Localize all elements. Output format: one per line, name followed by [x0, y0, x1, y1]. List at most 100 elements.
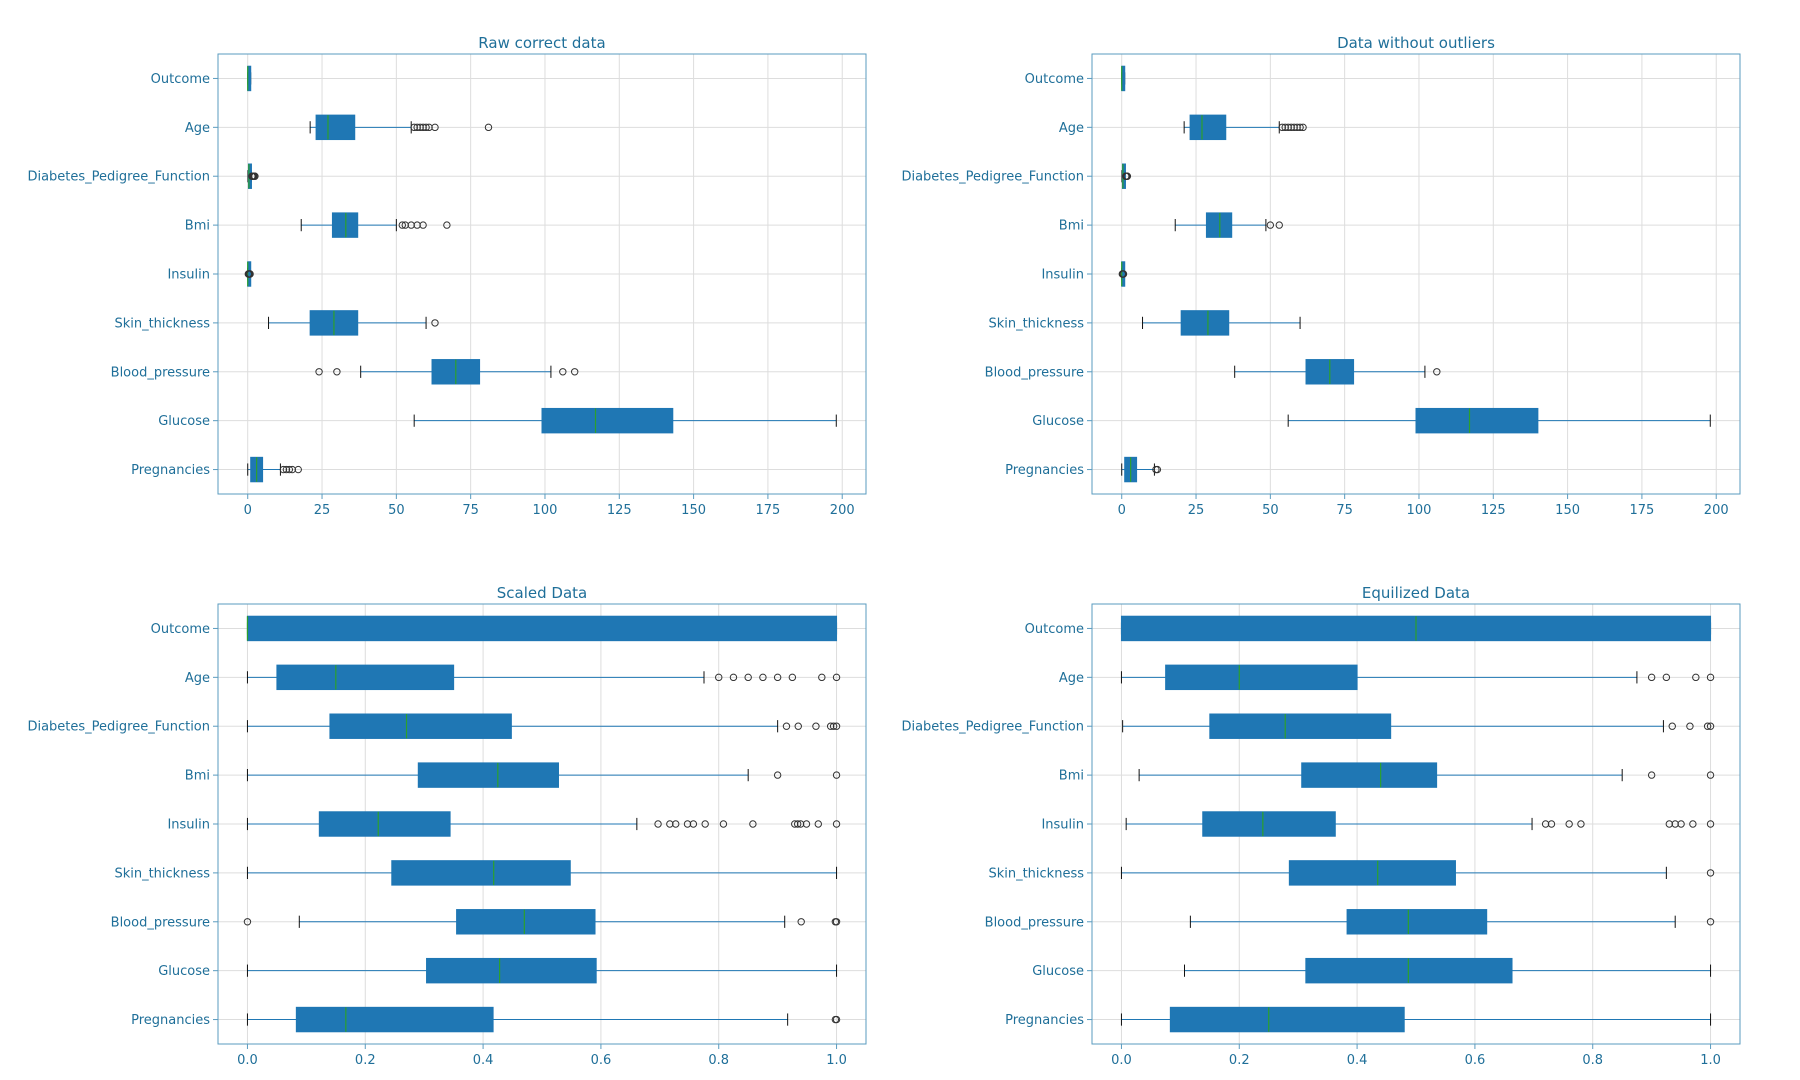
box-iqr — [1415, 407, 1539, 434]
y-tick-label: Outcome — [1025, 622, 1084, 637]
outlier-point — [1565, 820, 1573, 828]
box-bmi — [300, 212, 451, 238]
x-tick-label: 1.0 — [1700, 1053, 1721, 1068]
x-tick-label: 100 — [533, 503, 558, 518]
box-iqr — [315, 114, 356, 141]
box-skin-thickness — [1142, 310, 1301, 336]
outlier-point — [1662, 673, 1671, 682]
outlier-point — [1668, 722, 1676, 730]
box-diabetes-pedigree-function — [246, 713, 841, 739]
outlier-point — [1689, 820, 1697, 828]
x-tick-label: 150 — [1555, 503, 1580, 518]
x-tick-label: 25 — [314, 503, 331, 518]
x-tick-label: 50 — [1262, 503, 1279, 518]
outlier-point — [315, 368, 323, 376]
y-tick-label: Pregnancies — [131, 1013, 210, 1028]
box-iqr — [1205, 212, 1233, 238]
y-tick-label: Diabetes_Pedigree_Function — [901, 170, 1084, 185]
y-tick-label: Skin_thickness — [114, 316, 210, 331]
outlier-point — [832, 918, 841, 926]
x-tick-label: 125 — [1481, 503, 1506, 518]
x-tick-label: 0.4 — [473, 1053, 494, 1068]
box-outcome — [246, 615, 838, 642]
box-insulin — [244, 261, 254, 287]
x-tick-label: 0.8 — [708, 1053, 729, 1068]
outlier-point — [782, 722, 791, 730]
x-tick-label: 0.2 — [1229, 1053, 1250, 1068]
box-insulin — [1125, 811, 1715, 837]
box-diabetes-pedigree-function — [1121, 163, 1132, 189]
x-tick-label: 0.0 — [237, 1053, 258, 1068]
outlier-point — [1677, 820, 1685, 828]
box-age — [1183, 114, 1307, 141]
outlier-point — [559, 368, 567, 376]
y-tick-label: Insulin — [1041, 818, 1084, 833]
outlier-point — [802, 820, 811, 828]
box-iqr — [276, 664, 455, 691]
box-iqr — [295, 1006, 494, 1033]
outlier-point — [1266, 221, 1275, 229]
outlier-point — [791, 820, 799, 828]
outlier-point — [1706, 820, 1715, 828]
outlier-point — [715, 673, 723, 682]
box-diabetes-pedigree-function — [1122, 713, 1715, 739]
y-tick-label: Pregnancies — [1005, 1013, 1084, 1028]
x-tick-label: 0.2 — [355, 1053, 376, 1068]
outlier-point — [1541, 820, 1550, 828]
box-skin-thickness — [1120, 860, 1715, 886]
outlier-point — [1275, 221, 1283, 229]
outlier-point — [431, 123, 439, 132]
box-glucose — [1287, 407, 1711, 434]
y-tick-label: Skin_thickness — [988, 866, 1084, 881]
y-tick-label: Blood_pressure — [111, 365, 210, 380]
x-tick-label: 0.8 — [1582, 1053, 1603, 1068]
box-iqr — [246, 615, 838, 642]
outlier-point — [1299, 123, 1307, 132]
x-tick-label: 150 — [681, 503, 706, 518]
x-tick-label: 0.4 — [1347, 1053, 1368, 1068]
chart-title: Equilized Data — [1362, 584, 1470, 602]
box-outcome — [1120, 615, 1712, 642]
panel-scaled-data: Scaled Data 0.0 0.2 0.4 0.6 0.8 1.0 Outcome Age… — [27, 584, 867, 1068]
x-tick-label: 0.6 — [591, 1053, 612, 1068]
box-glucose — [413, 407, 837, 434]
outlier-point — [398, 221, 406, 229]
y-tick-label: Outcome — [151, 622, 210, 637]
outlier-point — [832, 1015, 841, 1024]
outlier-point — [570, 368, 579, 376]
y-tick-label: Pregnancies — [1005, 463, 1084, 478]
box-iqr — [318, 811, 451, 837]
chart-title: Data without outliers — [1337, 34, 1495, 52]
box-iqr — [331, 212, 359, 238]
outlier-point — [1296, 123, 1304, 132]
outlier-point — [793, 820, 802, 828]
box-iqr — [1180, 310, 1230, 336]
box-iqr — [1346, 909, 1488, 935]
outlier-point — [1703, 722, 1712, 730]
box-iqr — [1209, 713, 1392, 739]
outlier-point — [1647, 673, 1656, 682]
box-pregnancies — [1121, 456, 1162, 483]
x-tick-label: 125 — [607, 503, 632, 518]
outlier-point — [422, 123, 430, 132]
chart-title: Raw correct data — [478, 34, 605, 52]
panel-data-without-outliers: Data without outliers 0 25 50 75 100 125 150 17… — [901, 34, 1741, 518]
outlier-point — [1123, 172, 1132, 180]
y-tick-label: Age — [1059, 121, 1084, 136]
x-tick-label: 75 — [462, 503, 479, 518]
y-tick-label: Glucose — [158, 964, 210, 979]
outlier-point — [1665, 820, 1674, 828]
outlier-point — [1686, 722, 1694, 730]
x-tick-label: 175 — [755, 503, 780, 518]
outlier-point — [818, 673, 826, 682]
y-tick-label: Age — [1059, 671, 1084, 686]
box-diabetes-pedigree-function — [247, 163, 259, 189]
outlier-point — [484, 123, 493, 132]
x-tick-label: 200 — [1704, 503, 1729, 518]
box-pregnancies — [1120, 1006, 1712, 1033]
y-tick-label: Bmi — [1059, 769, 1084, 784]
outlier-point — [285, 465, 294, 474]
box-iqr — [1202, 811, 1336, 837]
outlier-point — [1577, 820, 1585, 828]
